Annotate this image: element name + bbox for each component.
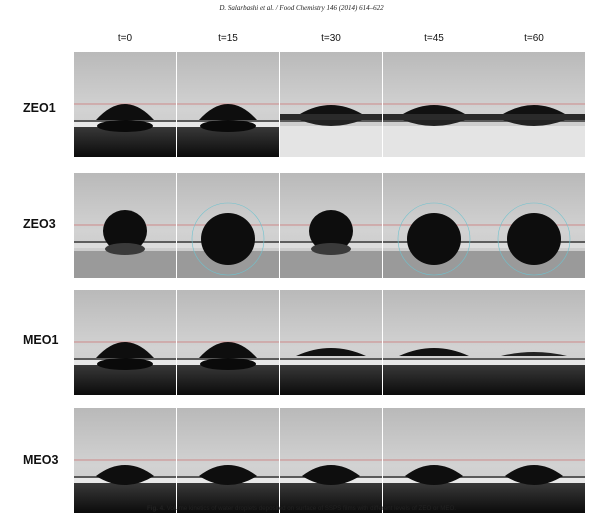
- droplet-photo: [483, 290, 585, 395]
- droplet-photo: [177, 408, 279, 513]
- droplet-photo: [74, 52, 176, 157]
- time-label: t=0: [117, 33, 133, 44]
- figure-caption: Fig. 4. Volume kinetics of water droplet…: [0, 505, 603, 512]
- droplet-photo: [280, 290, 382, 395]
- droplet-photo: [483, 52, 585, 157]
- sample-label: ZEO3: [23, 217, 56, 231]
- droplet-photo: [280, 52, 382, 157]
- time-label: t=15: [218, 33, 238, 44]
- droplet-photo: [483, 173, 585, 278]
- sample-label: MEO3: [23, 453, 59, 467]
- time-label: t=60: [524, 33, 544, 44]
- droplet-photo: [383, 173, 485, 278]
- figure-caption-text: Volume kinetics of water droplets deposi…: [166, 505, 457, 512]
- droplet-photo: [383, 408, 485, 513]
- sample-label: ZEO1: [23, 101, 56, 115]
- droplet-photo: [177, 52, 279, 157]
- droplet-photo: [280, 173, 382, 278]
- journal-running-header: D. Salarbashi et al. / Food Chemistry 14…: [219, 4, 384, 12]
- time-label: t=30: [321, 33, 341, 44]
- figure-number: Fig. 4.: [146, 505, 165, 512]
- droplet-photo: [483, 408, 585, 513]
- droplet-photo: [74, 408, 176, 513]
- droplet-photo: [177, 290, 279, 395]
- droplet-photo: [280, 408, 382, 513]
- droplet-photo: [177, 173, 279, 278]
- droplet-photo: [74, 290, 176, 395]
- droplet-photo: [383, 52, 485, 157]
- time-label: t=45: [424, 33, 444, 44]
- droplet-photo: [74, 173, 176, 278]
- sample-label: MEO1: [23, 333, 59, 347]
- droplet-photo: [383, 290, 485, 395]
